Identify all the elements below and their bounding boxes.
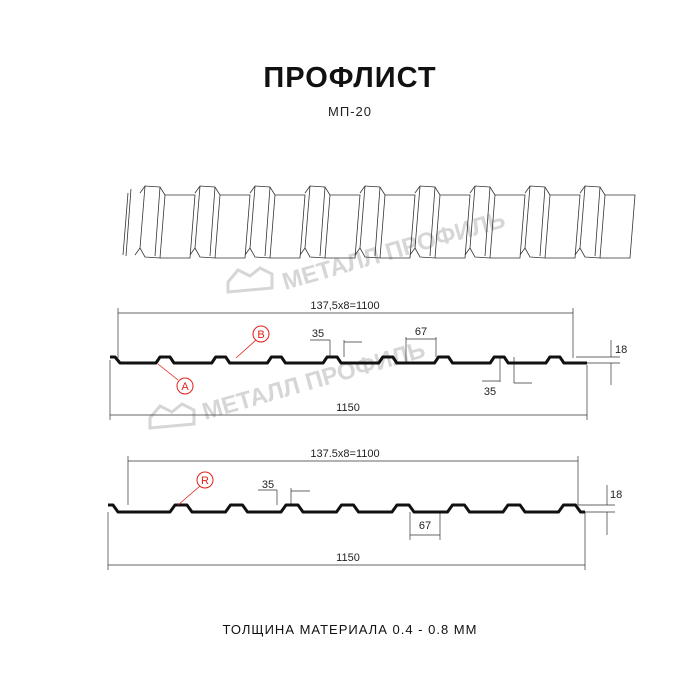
page-title: ПРОФЛИСТ [263, 62, 437, 94]
rib-bottom-dimension: 35 [484, 386, 496, 398]
total-width-dimension: 1150 [336, 552, 360, 564]
marker-a: A [157, 363, 194, 395]
watermark-text: МЕТАЛЛ ПРОФИЛЬ [199, 336, 428, 426]
watermark-logo-icon [226, 266, 274, 294]
page-subtitle: МП-20 [328, 104, 372, 119]
profile-bottom-dimensions [107, 456, 615, 570]
rib-top-dimension: 35 [262, 479, 274, 491]
height-dimension: 18 [610, 489, 622, 501]
rib-top-dimension: 35 [312, 328, 324, 340]
svg-text:A: A [181, 381, 189, 393]
watermark-top: МЕТАЛЛ ПРОФИЛЬ [226, 206, 508, 296]
watermark-text: МЕТАЛЛ ПРОФИЛЬ [279, 206, 508, 296]
watermark-logo-icon [148, 402, 196, 430]
total-width-dimension: 1150 [336, 402, 360, 414]
marker-r: R [177, 471, 214, 506]
svg-text:R: R [201, 475, 209, 487]
height-dimension: 18 [615, 344, 627, 356]
marker-b: B [235, 325, 270, 359]
pitch-dimension: 137,5x8=1100 [310, 300, 379, 312]
profile-bottom-line [108, 503, 585, 514]
rib-span-dimension: 67 [415, 326, 427, 338]
pitch-dimension: 137.5x8=1100 [310, 448, 379, 460]
rib-span-dimension: 67 [419, 520, 431, 532]
profile-top-line [110, 355, 587, 365]
svg-text:B: B [257, 329, 264, 341]
material-thickness: ТОЛЩИНА МАТЕРИАЛА 0.4 - 0.8 ММ [222, 622, 478, 637]
profile-top-dimensions [109, 308, 620, 420]
sheet-3d-view [122, 185, 636, 259]
